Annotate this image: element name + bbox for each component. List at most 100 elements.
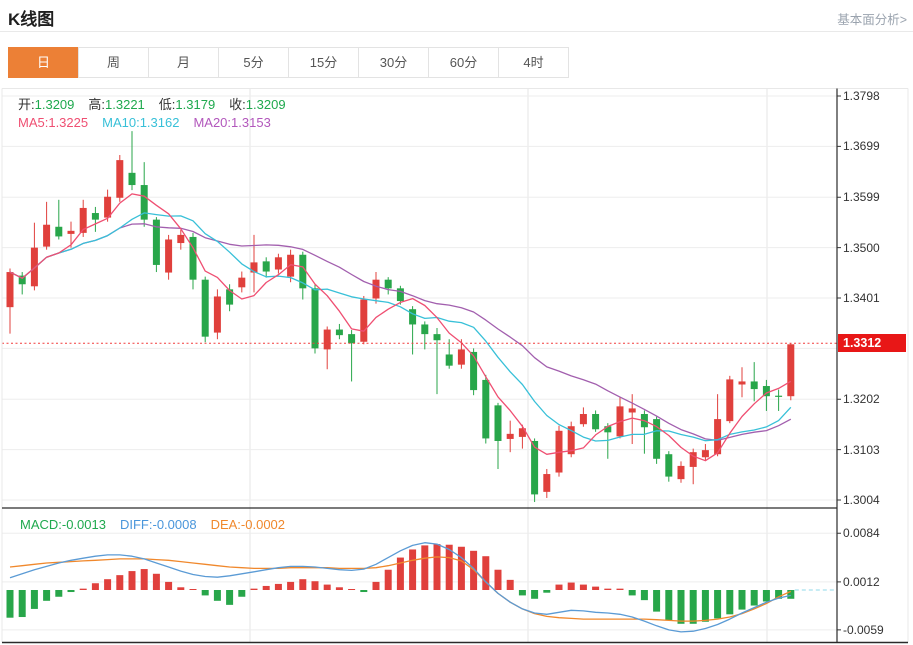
candle-body [360, 299, 368, 342]
macd-bar [165, 581, 173, 590]
candle-body [104, 196, 112, 218]
macd-bar [189, 589, 197, 590]
header-divider [0, 31, 913, 32]
candle-body [628, 408, 636, 413]
candle-body [213, 296, 221, 333]
macd-bar [91, 583, 99, 590]
candle-body [335, 329, 343, 336]
tab-weekly[interactable]: 周 [78, 47, 149, 78]
macd-bar [409, 549, 417, 590]
price-axis-label: 1.3103 [843, 442, 880, 457]
period-tabbar: 日周月 5分 15分 30分 60分 4时 [8, 47, 569, 78]
candle-body [128, 172, 136, 186]
macd-bar [714, 590, 722, 619]
macd-bar [348, 589, 356, 590]
candle-body [592, 414, 600, 430]
macd-bar [152, 573, 160, 590]
tab-60min[interactable]: 60分 [428, 47, 499, 78]
candle-body [55, 226, 63, 237]
tab-30min[interactable]: 30分 [358, 47, 429, 78]
candle-body [79, 207, 87, 233]
macd-bar [43, 590, 51, 601]
candle-body [299, 254, 307, 289]
ma10-line [9, 212, 792, 442]
dea-line [9, 556, 792, 622]
candle-body [787, 344, 795, 397]
tab-15min[interactable]: 15分 [288, 47, 359, 78]
candle-body [738, 381, 746, 385]
price-axis-label: 1.3401 [843, 291, 880, 305]
macd-bar [201, 590, 209, 596]
candle-body [274, 257, 282, 270]
current-price-badge: 1.3312 [838, 334, 906, 352]
macd-bar [274, 583, 282, 590]
macd-bar [250, 588, 258, 590]
price-axis-label: 1.3004 [843, 493, 880, 507]
macd-bar [726, 590, 734, 615]
macd-axis-label: 0.0012 [843, 574, 880, 589]
candle-body [445, 354, 453, 366]
candle-body [67, 230, 75, 234]
candle-body [91, 213, 99, 220]
candle-body [396, 288, 404, 302]
fundamental-analysis-link[interactable]: 基本面分析> [837, 13, 907, 27]
macd-bar [67, 590, 75, 593]
tab-daily[interactable]: 日 [8, 47, 79, 78]
macd-bar [665, 590, 673, 621]
candle-body [421, 324, 429, 335]
candle-body [262, 261, 270, 272]
macd-bar [457, 546, 465, 590]
macd-bar [616, 588, 624, 590]
macd-bar [116, 575, 124, 590]
candle-body [43, 224, 51, 247]
candle-body [482, 379, 490, 439]
tab-5min[interactable]: 5分 [218, 47, 289, 78]
macd-bar [762, 590, 770, 602]
macd-bar [299, 579, 307, 590]
macd-bar [518, 590, 526, 596]
macd-axis-label: 0.0084 [843, 526, 880, 541]
macd-bar [238, 590, 246, 597]
macd-bar [421, 545, 429, 590]
macd-bar [287, 581, 295, 590]
macd-bar [6, 590, 14, 618]
macd-bar [177, 587, 185, 590]
macd-bar [104, 579, 112, 590]
macd-bar [592, 586, 600, 590]
macd-bar [140, 569, 148, 590]
macd-bar [226, 590, 234, 605]
price-axis-label: 1.3699 [843, 139, 880, 154]
candle-body [189, 236, 197, 280]
macd-bar [677, 590, 685, 624]
tab-monthly[interactable]: 月 [148, 47, 219, 78]
candle-body [567, 426, 575, 455]
candle-body [689, 452, 697, 467]
candle-body [457, 349, 465, 365]
ma20-line [9, 223, 792, 442]
candle-body [762, 386, 770, 397]
candle-body [726, 379, 734, 422]
macd-bar [372, 581, 380, 590]
candle-body [140, 185, 148, 220]
candle-body [287, 254, 295, 277]
macd-bar [384, 569, 392, 590]
candle-body [311, 288, 319, 349]
macd-bar [213, 590, 221, 601]
candle-body [6, 272, 14, 308]
macd-bar [543, 590, 551, 593]
macd-bar [433, 544, 441, 590]
candle-body [18, 275, 26, 285]
candle-body [470, 351, 478, 391]
macd-bar [787, 590, 795, 599]
macd-bar [55, 590, 63, 597]
candle-body [506, 433, 514, 439]
macd-bar [555, 584, 563, 590]
candle-body [775, 395, 783, 397]
macd-bar [701, 590, 709, 622]
candle-body [238, 277, 246, 288]
tab-4hour[interactable]: 4时 [498, 47, 569, 78]
macd-bar [506, 579, 514, 590]
macd-bar [579, 584, 587, 590]
